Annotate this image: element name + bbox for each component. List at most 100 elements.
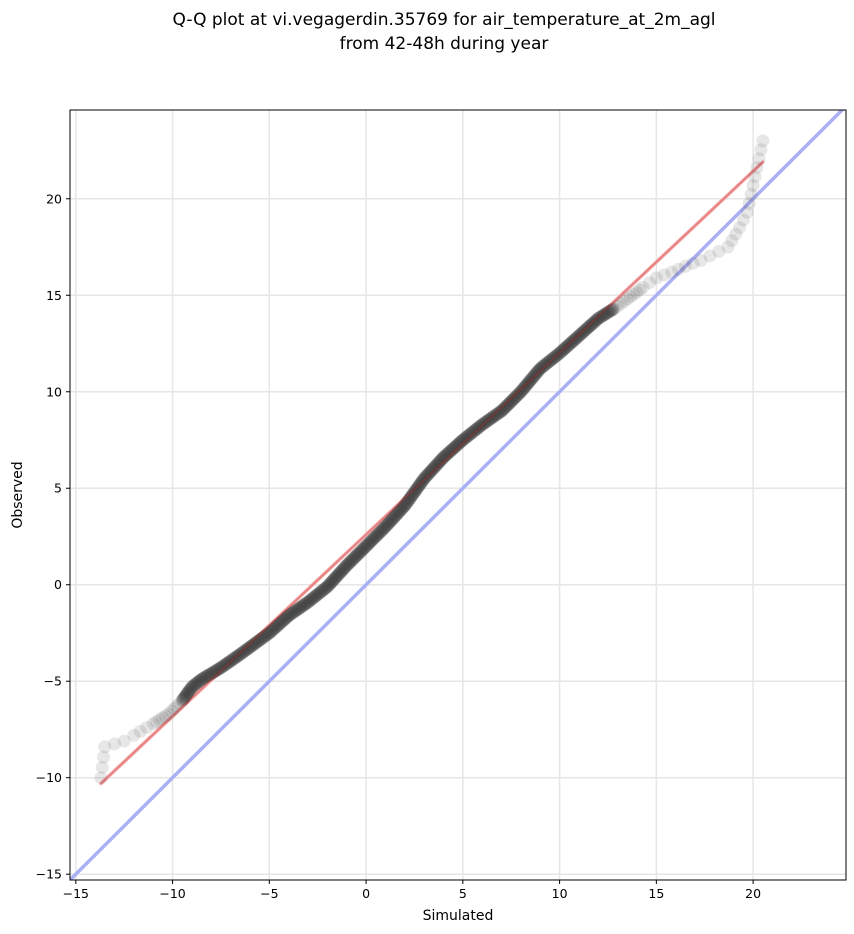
- qq-point: [217, 658, 231, 672]
- qq-point: [742, 196, 756, 210]
- qq-point: [304, 593, 318, 606]
- qq-point: [522, 375, 536, 388]
- qq-point: [387, 510, 401, 524]
- qq-point: [397, 499, 411, 513]
- qq-point: [584, 318, 598, 332]
- qq-point: [335, 564, 349, 578]
- qq-point: [578, 323, 592, 337]
- qq-point: [337, 562, 351, 575]
- qq-point: [352, 546, 366, 560]
- qq-point: [575, 326, 589, 340]
- qq-point: [309, 589, 323, 602]
- qq-point: [636, 281, 650, 294]
- qq-point: [375, 524, 388, 538]
- qq-point: [187, 679, 200, 693]
- qq-point: [442, 445, 456, 459]
- qq-point: [348, 550, 362, 564]
- qq-point: [261, 627, 275, 641]
- qq-point: [253, 633, 267, 647]
- qq-point: [657, 268, 671, 282]
- qq-point: [547, 351, 561, 365]
- fit-line: [99, 160, 765, 786]
- qq-point: [431, 457, 445, 471]
- qq-point: [526, 371, 540, 385]
- qq-point: [248, 636, 262, 650]
- qq-point: [580, 322, 594, 336]
- qq-point: [418, 471, 432, 485]
- qq-point: [379, 519, 393, 533]
- qq-point: [366, 533, 379, 547]
- qq-point: [519, 379, 533, 393]
- qq-point: [197, 671, 211, 685]
- qq-point: [549, 349, 563, 363]
- y-tick-label: 20: [46, 191, 62, 206]
- qq-point: [565, 335, 579, 349]
- qq-point: [564, 336, 578, 350]
- qq-point: [283, 607, 297, 621]
- qq-point: [383, 515, 397, 529]
- qq-point: [581, 320, 595, 334]
- qq-point: [146, 717, 160, 731]
- qq-point: [230, 650, 244, 664]
- qq-point: [541, 355, 555, 369]
- qq-point: [351, 548, 365, 562]
- qq-point: [569, 332, 583, 346]
- qq-point: [289, 603, 303, 617]
- qq-point: [607, 302, 621, 316]
- qq-point: [603, 304, 617, 318]
- qq-point: [358, 540, 372, 554]
- qq-point: [175, 694, 189, 707]
- x-tick-label: −10: [159, 886, 185, 901]
- qq-point: [503, 396, 516, 410]
- qq-point: [400, 495, 414, 509]
- qq-point: [159, 709, 173, 723]
- qq-point: [363, 536, 377, 550]
- qq-point: [427, 461, 441, 475]
- x-tick-label: 5: [459, 886, 467, 901]
- qq-point: [303, 594, 317, 608]
- qq-point: [363, 535, 377, 549]
- qq-point: [443, 445, 457, 459]
- qq-point: [598, 307, 612, 321]
- qq-point: [595, 309, 609, 323]
- qq-point: [292, 602, 306, 615]
- qq-point: [203, 667, 217, 681]
- qq-point: [493, 405, 507, 419]
- qq-point: [357, 542, 371, 556]
- qq-point: [576, 326, 590, 339]
- qq-point: [605, 303, 619, 317]
- qq-point: [549, 349, 563, 363]
- qq-point: [176, 693, 190, 707]
- qq-point: [566, 334, 580, 348]
- qq-point: [368, 531, 381, 545]
- qq-point: [287, 605, 301, 619]
- qq-point: [396, 500, 410, 514]
- qq-point: [440, 447, 454, 461]
- qq-point: [539, 357, 553, 371]
- qq-point: [391, 506, 405, 520]
- qq-point: [462, 428, 476, 442]
- qq-point: [533, 362, 547, 376]
- x-tick-label: −5: [260, 886, 278, 901]
- qq-point: [372, 526, 386, 540]
- qq-point: [542, 355, 555, 369]
- qq-point: [388, 510, 402, 523]
- qq-point: [445, 443, 459, 457]
- qq-point: [450, 438, 464, 452]
- qq-point: [529, 366, 543, 380]
- qq-point: [536, 360, 549, 374]
- qq-point: [342, 556, 356, 570]
- x-tick-label: 0: [362, 886, 370, 901]
- qq-point: [485, 410, 499, 424]
- qq-point: [451, 438, 465, 452]
- qq-point: [588, 315, 602, 329]
- qq-point: [323, 577, 337, 591]
- qq-point: [386, 512, 399, 526]
- qq-point: [401, 495, 415, 509]
- qq-point: [328, 571, 342, 585]
- qq-point: [531, 364, 545, 378]
- qq-point: [224, 654, 238, 668]
- qq-point: [325, 575, 339, 589]
- qq-point: [337, 561, 351, 575]
- qq-point: [219, 657, 233, 671]
